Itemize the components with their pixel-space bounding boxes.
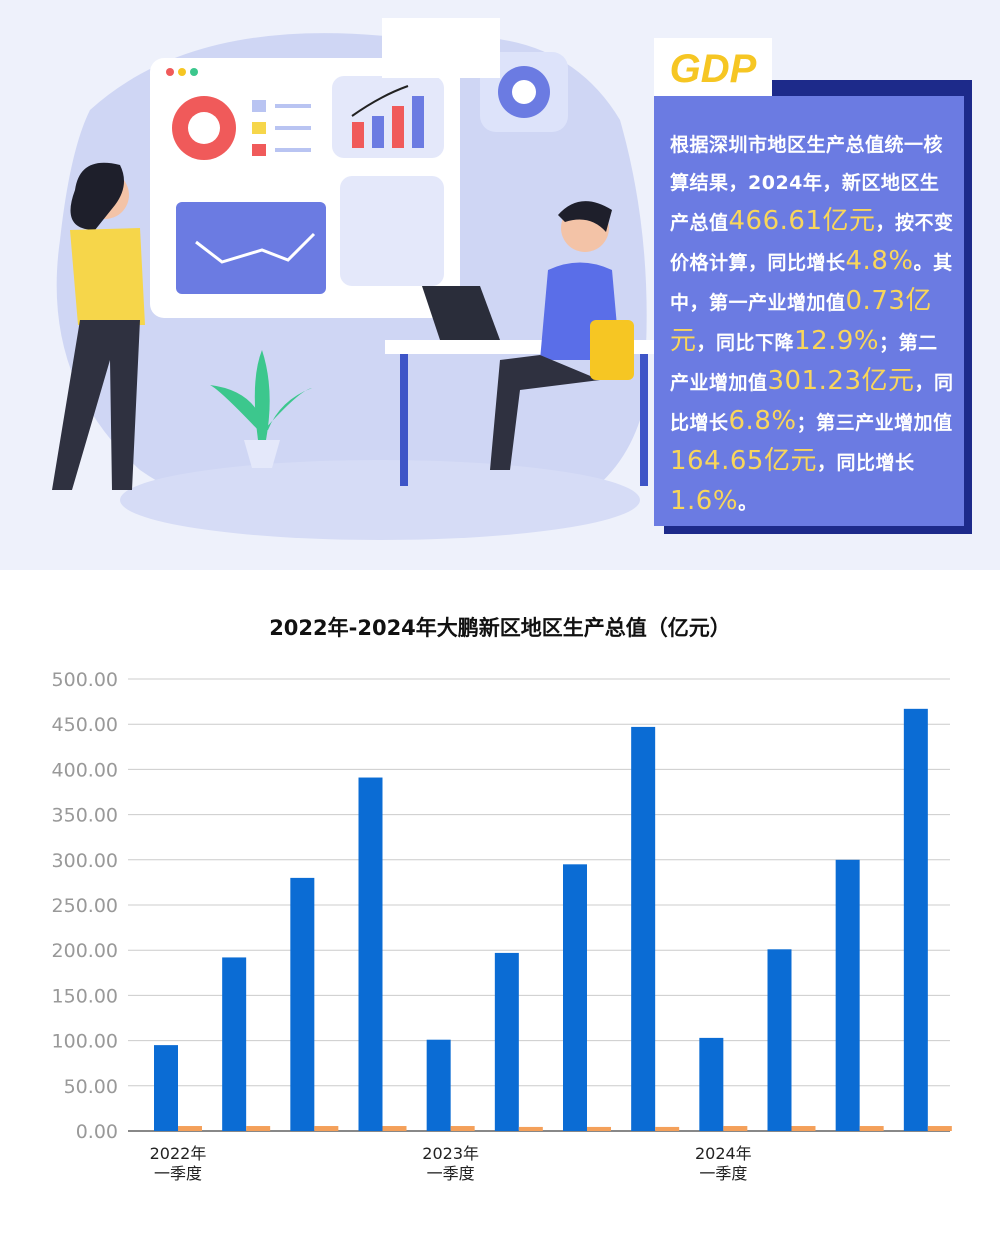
x-tick-label: 一季度: [154, 1164, 202, 1183]
bar-series-1: [767, 949, 792, 1131]
bar-series-1: [699, 1037, 724, 1131]
bar-series-2: [655, 1126, 680, 1131]
bar-series-2: [791, 1126, 816, 1131]
bar-series-1: [290, 877, 315, 1131]
x-tick-label: 一季度: [699, 1164, 747, 1183]
chart-title: 2022年-2024年大鹏新区地区生产总值（亿元）: [269, 616, 731, 640]
y-tick-label: 100.00: [52, 1031, 118, 1053]
bar-series-2: [859, 1126, 884, 1131]
text-segment: ；第三产业增加值: [796, 412, 953, 434]
office-illustration: [52, 33, 655, 540]
bar-series-1: [154, 1045, 178, 1131]
text-segment: ，同比增长: [816, 452, 915, 474]
bar-series-2: [178, 1126, 202, 1131]
text-segment: 根据深圳市地区生产总值统一核算结果，2024年，新区地区生产总值: [670, 134, 944, 234]
text-segment: ，同比增长: [670, 372, 954, 434]
bar-series-2: [382, 1126, 407, 1131]
decorative-tab: [382, 18, 500, 78]
y-tick-label: 50.00: [64, 1076, 118, 1098]
x-tick-label: 2024年: [695, 1144, 752, 1163]
y-tick-label: 350.00: [52, 805, 118, 827]
text-segment: ，同比下降: [696, 332, 795, 354]
highlight-value: 1.6%: [670, 486, 739, 516]
y-tick-label: 200.00: [52, 940, 118, 962]
gdp-summary-box: 根据深圳市地区生产总值统一核算结果，2024年，新区地区生产总值466.61亿元…: [654, 96, 964, 526]
bar-series-1: [426, 1039, 451, 1131]
highlight-value: 164.65亿元: [670, 446, 817, 476]
bar-chart: 0.00 50.00 100.00 150.00 200.00 250.00 300.00 3…: [52, 669, 952, 1183]
bar-series-2: [314, 1126, 339, 1131]
hero-illustration: GDP 根据深圳市地区生产总值统一核算结果，2024年，新区地区生产总值466.…: [0, 0, 1000, 570]
y-tick-label: 0.00: [76, 1121, 118, 1143]
highlight-value: 466.61亿元: [728, 206, 876, 236]
gdp-summary-text: 根据深圳市地区生产总值统一核算结果，2024年，新区地区生产总值466.61亿元…: [670, 126, 954, 522]
highlight-value: 6.8%: [728, 406, 797, 436]
y-tick-label: 300.00: [52, 850, 118, 872]
x-tick-label: 一季度: [427, 1164, 475, 1183]
bar-series-1: [494, 952, 519, 1131]
text-segment: 。: [738, 492, 758, 514]
y-tick-label: 400.00: [52, 759, 118, 781]
highlight-value: 4.8%: [845, 246, 914, 276]
bar-series-2: [587, 1126, 611, 1131]
text-segment: ，按不变价格计算，同比增长: [670, 212, 954, 274]
bar-series-1: [563, 864, 587, 1131]
highlight-value: 301.23亿元: [767, 366, 915, 396]
line-chart-panel: [176, 202, 326, 294]
bar-series-1: [835, 859, 860, 1131]
y-tick-label: 450.00: [52, 714, 118, 736]
highlight-value: 0.73亿元: [670, 286, 932, 356]
bar-series-1: [222, 957, 247, 1131]
y-tick-label: 500.00: [52, 669, 118, 691]
bar-series-2: [450, 1126, 475, 1131]
bar-series-2: [246, 1126, 271, 1131]
highlight-value: 12.9%: [794, 326, 880, 356]
bar-series-2: [927, 1126, 952, 1131]
text-segment: ；第二产业增加值: [670, 332, 938, 394]
x-tick-label: 2023年: [422, 1144, 479, 1163]
bar-series-2: [723, 1126, 748, 1131]
bar-series-2: [518, 1126, 543, 1131]
gdp-tag: GDP: [654, 38, 772, 96]
y-tick-label: 150.00: [52, 985, 118, 1007]
text-segment: 。其中，第一产业增加值: [670, 252, 953, 314]
laptop: [422, 286, 500, 340]
bar-series-1: [358, 777, 383, 1131]
x-tick-label: 2022年: [150, 1144, 207, 1163]
y-tick-label: 250.00: [52, 895, 118, 917]
bar-series-1: [903, 708, 928, 1131]
bar-series-1: [631, 726, 656, 1131]
